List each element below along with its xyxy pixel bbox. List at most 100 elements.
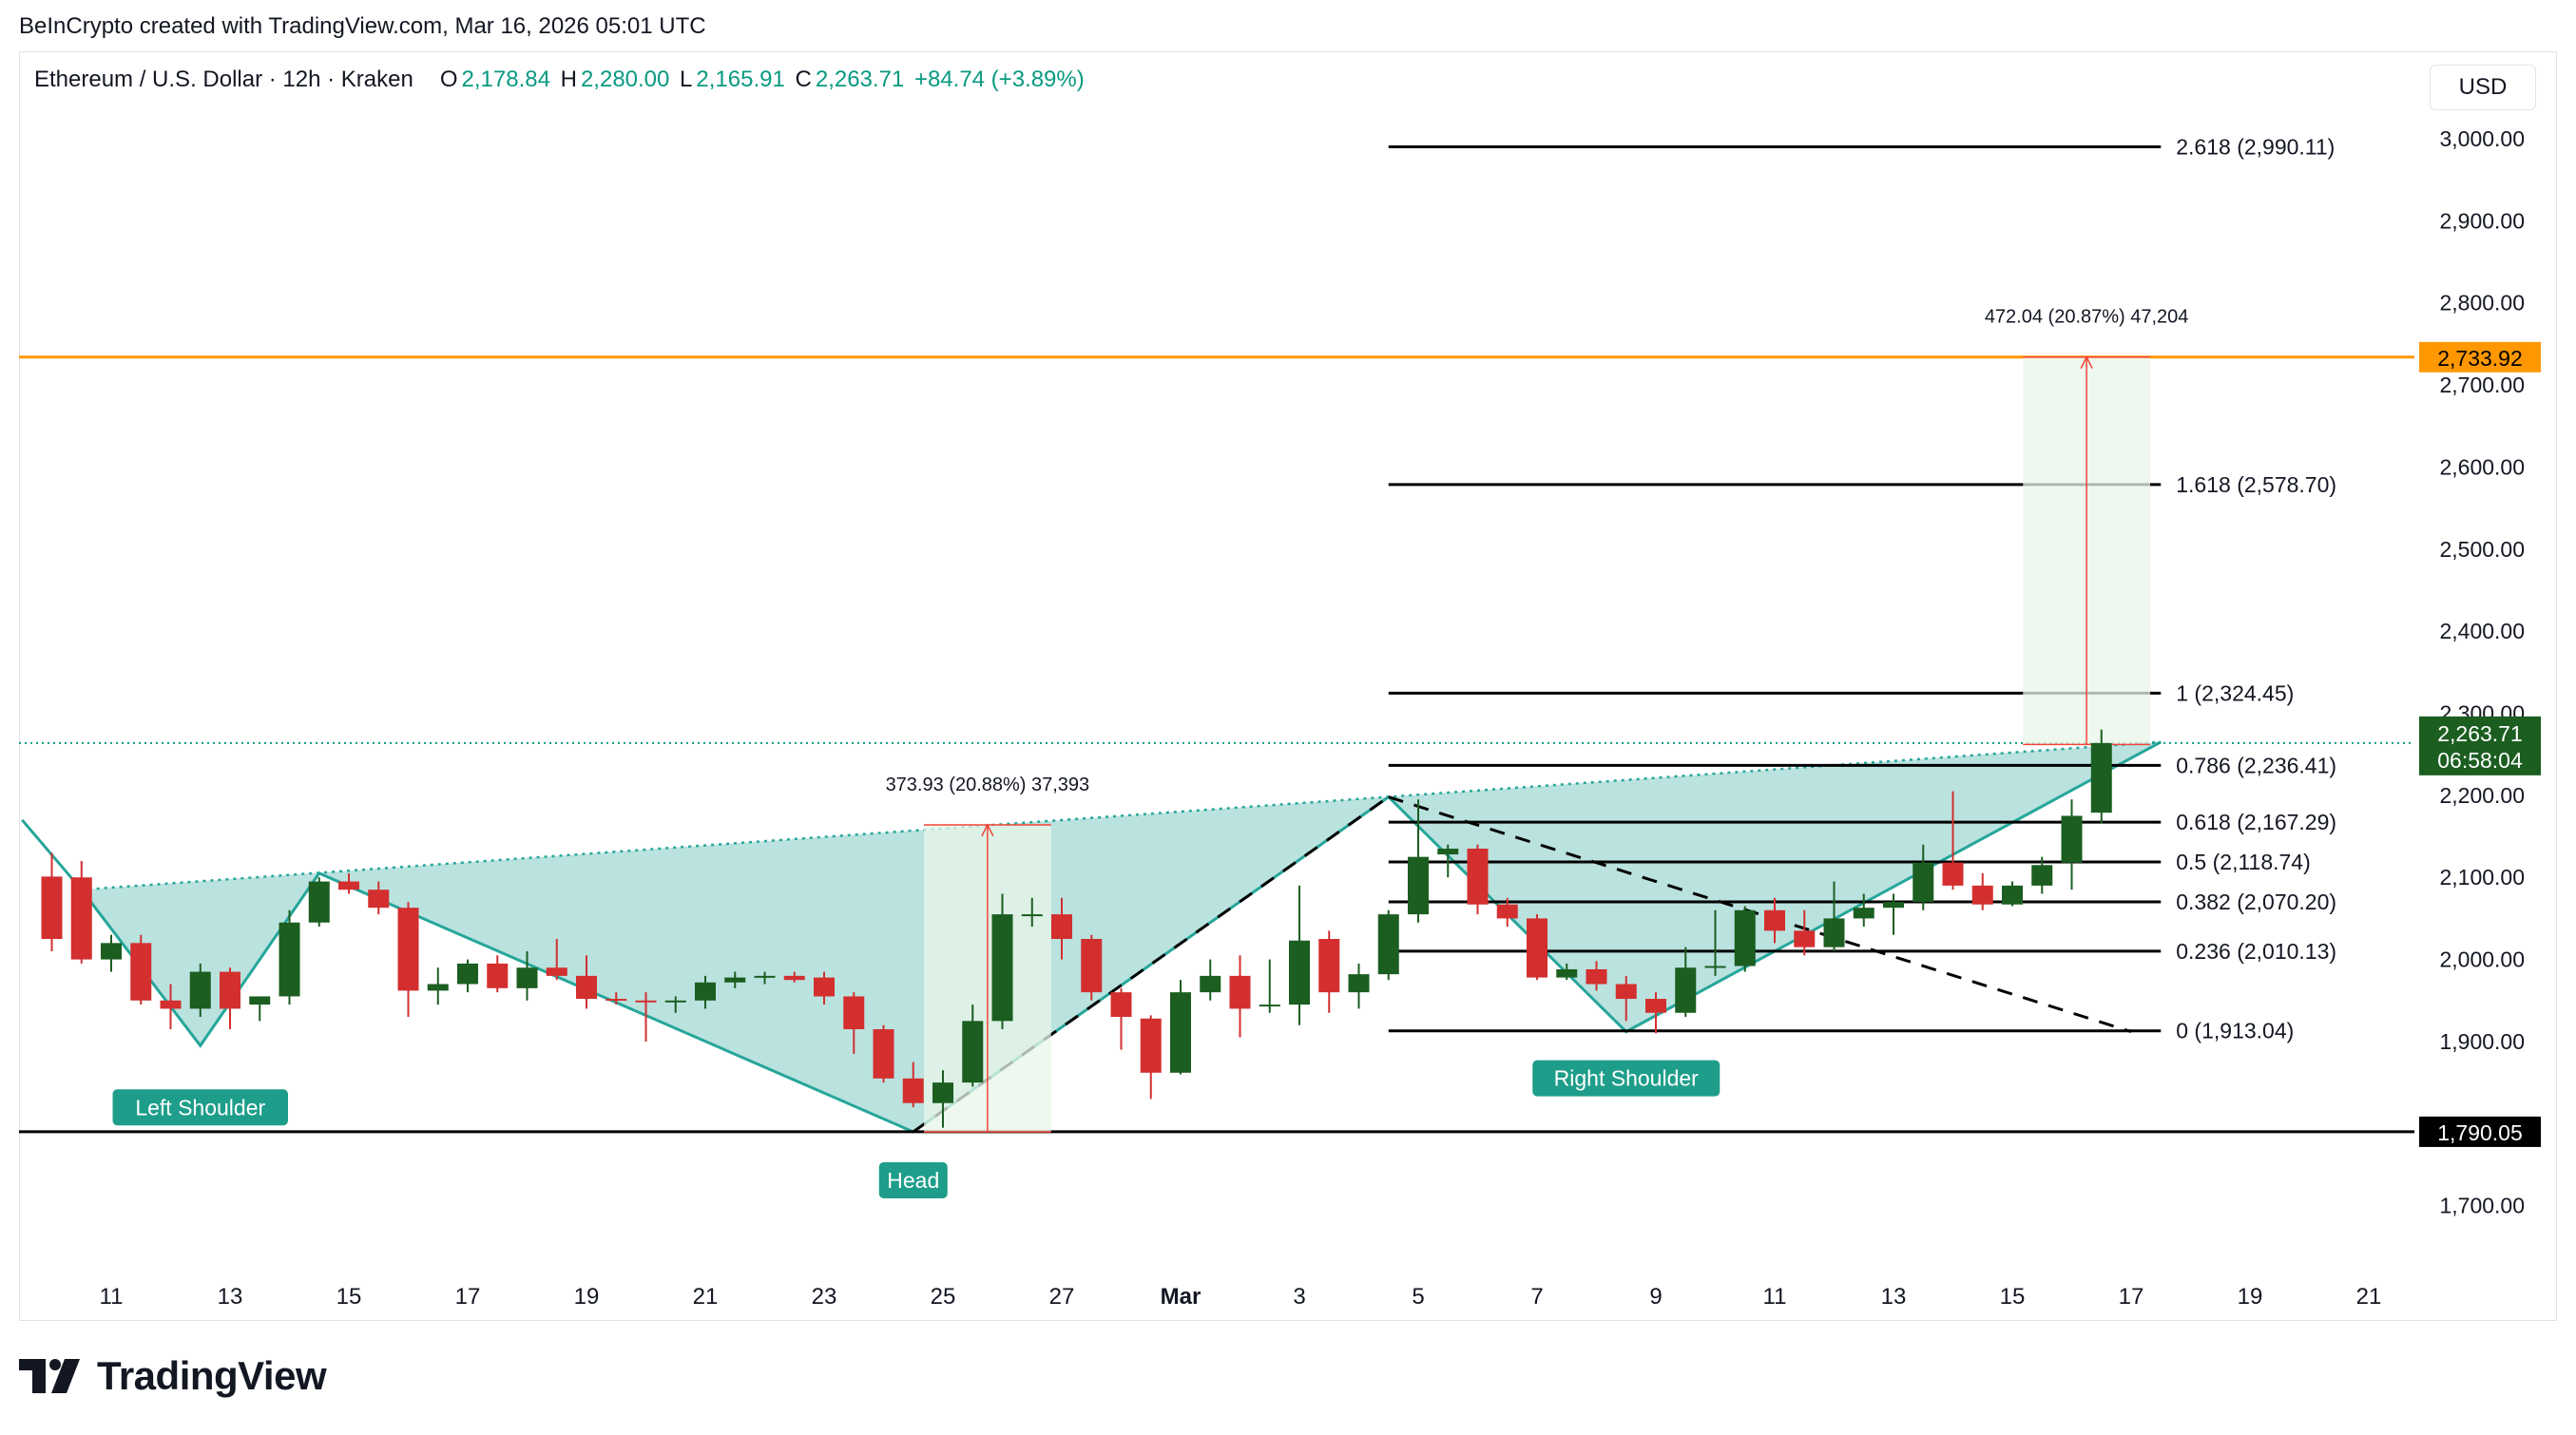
candle-body-0 bbox=[41, 876, 63, 940]
brand-name: TradingView bbox=[97, 1353, 327, 1398]
open-label: O bbox=[439, 67, 458, 92]
close-value: 2,263.71 bbox=[815, 67, 905, 92]
chart-frame bbox=[19, 51, 2557, 1321]
chart-credit: BeInCrypto created with TradingView.com,… bbox=[19, 13, 706, 39]
price-tick: 2,500.00 bbox=[2439, 537, 2525, 562]
high-label: H bbox=[560, 67, 577, 92]
candle-body-25 bbox=[783, 975, 805, 981]
candle-31 bbox=[962, 1004, 984, 1087]
price-tick: 2,600.00 bbox=[2439, 454, 2525, 479]
dashed-trend-1 bbox=[912, 795, 1390, 1134]
candle-63 bbox=[1913, 844, 1934, 910]
candle-27 bbox=[843, 992, 865, 1054]
pattern-label-1: Head bbox=[878, 1161, 948, 1198]
candle-55 bbox=[1675, 947, 1697, 1018]
candle-body-55 bbox=[1675, 967, 1697, 1013]
neckline bbox=[81, 740, 2162, 891]
right-shoulder-area bbox=[1388, 741, 2162, 1032]
candle-body-22 bbox=[695, 982, 716, 1001]
candle-43 bbox=[1318, 930, 1340, 1013]
close-label: C bbox=[795, 67, 812, 92]
target-price-text: 2,733.92 bbox=[2437, 346, 2523, 371]
candle-51 bbox=[1556, 963, 1578, 981]
candle-body-31 bbox=[962, 1021, 984, 1083]
candle-body-67 bbox=[2031, 865, 2053, 886]
candle-body-14 bbox=[457, 963, 478, 985]
high-value: 2,280.00 bbox=[580, 67, 670, 92]
candle-body-38 bbox=[1170, 992, 1191, 1073]
price-tick: 2,800.00 bbox=[2439, 291, 2525, 316]
currency-button[interactable]: USD bbox=[2430, 65, 2536, 110]
candle-48 bbox=[1467, 844, 1489, 915]
candle-30 bbox=[932, 1070, 953, 1128]
candle-10 bbox=[338, 872, 359, 894]
candle-7 bbox=[249, 996, 271, 1022]
candle-body-4 bbox=[160, 1000, 182, 1009]
candle-body-11 bbox=[368, 890, 390, 909]
candle-8 bbox=[279, 909, 300, 1005]
price-tick: 3,000.00 bbox=[2439, 126, 2525, 151]
candle-body-53 bbox=[1615, 984, 1637, 1000]
measure-arrow-1 bbox=[981, 823, 994, 837]
candle-body-54 bbox=[1645, 999, 1666, 1013]
candle-50 bbox=[1527, 914, 1548, 981]
candle-body-19 bbox=[606, 999, 627, 1002]
fib-label-0.618: 0.618 (2,167.29) bbox=[2176, 810, 2336, 834]
candle-29 bbox=[902, 1062, 924, 1108]
candle-body-34 bbox=[1051, 914, 1072, 940]
candle-15 bbox=[487, 955, 509, 993]
candle-body-27 bbox=[843, 996, 865, 1030]
candle-body-48 bbox=[1467, 849, 1489, 905]
candle-body-23 bbox=[724, 977, 746, 983]
candle-33 bbox=[1021, 897, 1043, 928]
candle-body-66 bbox=[2002, 885, 2023, 905]
time-tick: 17 bbox=[2119, 1284, 2144, 1310]
tradingview-logo[interactable]: TradingView bbox=[19, 1353, 327, 1399]
candle-body-57 bbox=[1734, 909, 1756, 966]
measure-tools: 373.93 (20.88%) 37,393 472.04 (20.87%) 47… bbox=[886, 307, 2188, 1133]
low-label: L bbox=[680, 67, 693, 92]
candle-body-65 bbox=[1971, 885, 1993, 905]
candle-57 bbox=[1734, 906, 1756, 972]
candle-body-26 bbox=[814, 977, 835, 997]
time-tick: 25 bbox=[931, 1284, 956, 1310]
change-value: +84.74 (+3.89%) bbox=[913, 67, 1085, 92]
candle-body-2 bbox=[101, 943, 122, 960]
candle-38 bbox=[1170, 980, 1191, 1075]
time-tick: 27 bbox=[1049, 1284, 1075, 1310]
time-tick: 11 bbox=[1763, 1284, 1787, 1310]
fib-label-2.618: 2.618 (2,990.11) bbox=[2176, 135, 2335, 160]
candle-body-69 bbox=[2090, 742, 2112, 813]
time-tick: 13 bbox=[218, 1284, 243, 1310]
candle-36 bbox=[1110, 987, 1132, 1050]
candle-body-51 bbox=[1556, 968, 1578, 978]
time-tick: 23 bbox=[812, 1284, 837, 1310]
candle-67 bbox=[2031, 856, 2053, 894]
pattern-label-text-0: Left Shoulder bbox=[135, 1095, 265, 1119]
candle-body-64 bbox=[1942, 862, 1964, 886]
candle-body-13 bbox=[427, 984, 449, 991]
candle-37 bbox=[1140, 1015, 1162, 1100]
candle-12 bbox=[397, 902, 419, 1018]
candle-41 bbox=[1259, 959, 1280, 1013]
candle-body-50 bbox=[1527, 918, 1548, 978]
candle-18 bbox=[576, 955, 597, 1009]
candle-44 bbox=[1348, 963, 1370, 1009]
fib-label-0.5: 0.5 (2,118.74) bbox=[2176, 850, 2311, 874]
candle-3 bbox=[130, 934, 152, 1005]
dashed-trend-2 bbox=[1388, 795, 2132, 1034]
horizontal-levels bbox=[19, 355, 2414, 1134]
candle-47 bbox=[1437, 844, 1459, 878]
candle-body-40 bbox=[1229, 975, 1251, 1009]
candle-body-39 bbox=[1200, 975, 1221, 993]
candle-1 bbox=[70, 860, 92, 964]
candle-body-61 bbox=[1853, 908, 1874, 919]
low-value: 2,165.91 bbox=[696, 67, 785, 92]
candle-58 bbox=[1764, 897, 1785, 944]
time-tick: 21 bbox=[2356, 1284, 2382, 1310]
head-area bbox=[318, 796, 1389, 1132]
candle-62 bbox=[1883, 893, 1904, 935]
candle-body-1 bbox=[70, 877, 92, 960]
time-tick: 9 bbox=[1649, 1284, 1662, 1310]
